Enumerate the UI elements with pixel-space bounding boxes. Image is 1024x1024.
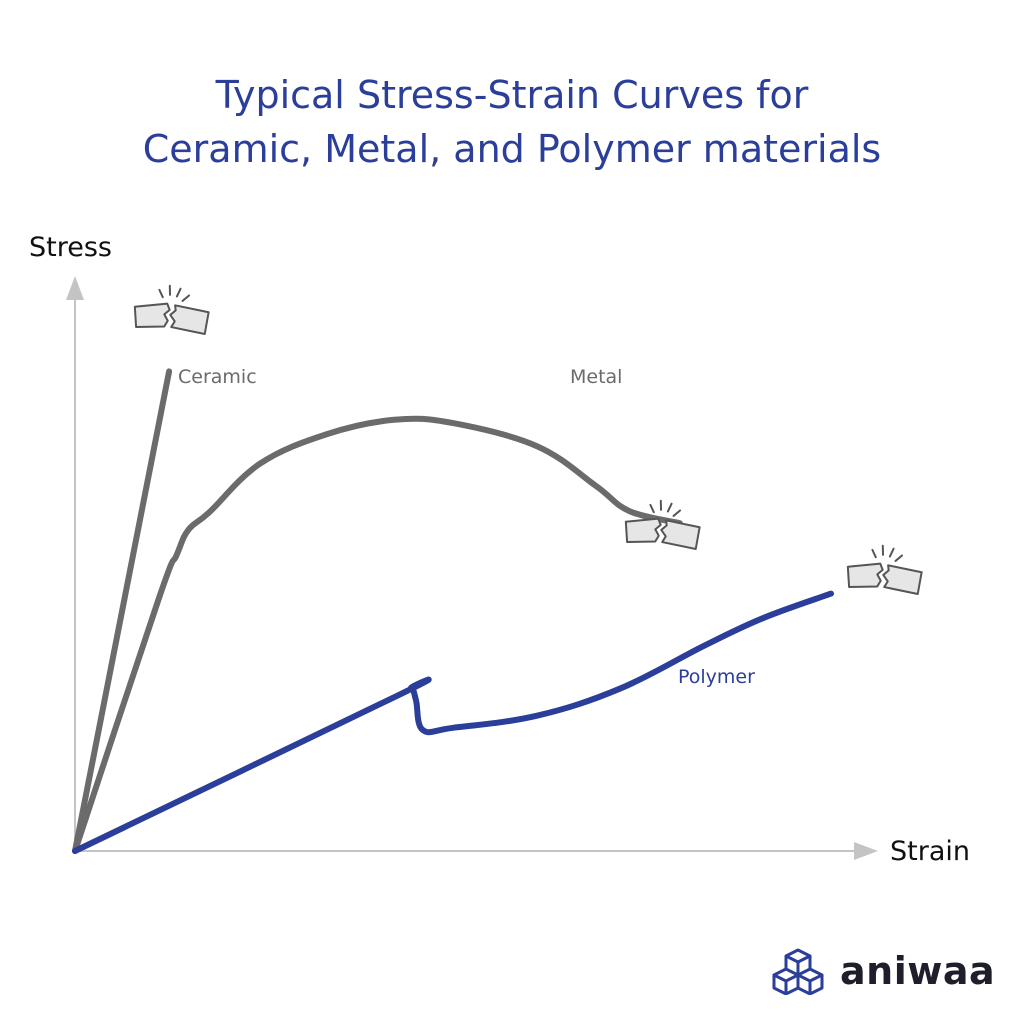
series-layer [72, 368, 834, 854]
chart-title-line-1: Typical Stress-Strain Curves for [215, 73, 809, 117]
ceramic-label: Ceramic [178, 366, 257, 388]
polymer-fracture-icon [845, 541, 925, 596]
brand-logo: aniwaa [768, 946, 995, 996]
series-label-layer: Ceramic Metal Polymer [178, 366, 755, 688]
chart-title: Typical Stress-Strain Curves for Ceramic… [0, 68, 1024, 176]
metal-curve [72, 415, 683, 854]
y-axis-label: Stress [29, 232, 112, 263]
polymer-curve [72, 590, 834, 854]
polymer-label: Polymer [678, 666, 755, 688]
chart-title-line-2: Ceramic, Metal, and Polymer materials [142, 127, 882, 171]
ceramic-fracture-icon [132, 281, 212, 336]
metal-label: Metal [570, 366, 622, 388]
brand-name: aniwaa [840, 949, 996, 993]
fracture-icon-layer [132, 281, 925, 596]
metal-fracture-icon [623, 496, 703, 551]
ceramic-curve [72, 368, 173, 854]
y-axis-arrow [66, 276, 84, 300]
x-axis [75, 842, 878, 860]
x-axis-label: Strain [890, 836, 970, 867]
cubes-logo-icon [772, 948, 824, 995]
x-axis-arrow [854, 842, 878, 860]
y-axis [66, 276, 84, 851]
